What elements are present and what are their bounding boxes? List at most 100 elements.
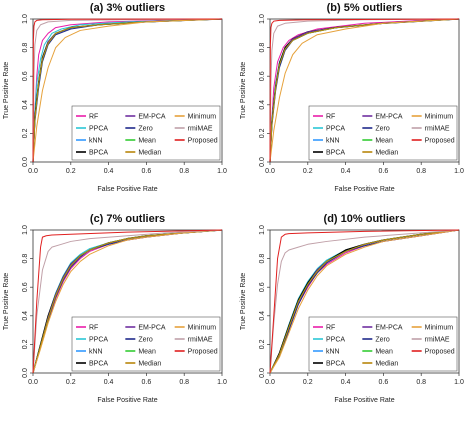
legend-box [71,105,221,161]
x-tick-label: 0.8 [416,168,426,175]
legend-box [71,316,221,372]
legend-label: Zero [375,337,390,344]
series-line-median [269,229,460,374]
legend-label: RF [326,325,335,332]
series-line-proposed [269,229,460,374]
y-tick-label: 1.0 [259,225,266,235]
roc-chart-a: (a) 3% outliers 0.0 0.2 0.4 0.6 0.8 1.0 0.0 0.2 0… [3,2,227,193]
y-tick-label: 1.0 [22,225,29,235]
legend-label: Median [138,361,161,368]
x-axis-label: False Positive Rate [97,186,157,193]
legend-label: BPCA [326,150,345,157]
legend-label: EM-PCA [138,325,166,332]
y-tick-label: 0.0 [22,157,29,167]
panel-a: (a) 3% outliers 0.0 0.2 0.4 0.6 0.8 1.0 0.0 0.2 0… [0,0,237,211]
x-tick-label: 0.2 [303,379,313,386]
panel-d: (d) 10% outliers 0.0 0.2 0.4 0.6 0.8 1.0 0.0 0.2… [237,211,474,422]
x-tick-label: 0.6 [142,168,152,175]
x-tick-label: 0.4 [104,379,114,386]
series-line-median [32,229,223,374]
y-tick-label: 1.0 [259,14,266,24]
chart-title: (c) 7% outliers [90,213,165,225]
series-line-rmimae [32,18,223,163]
legend-label: kNN [89,138,103,145]
x-axis-label: False Positive Rate [334,397,394,404]
y-axis-label: True Positive Rate [240,273,247,330]
series-line-minimum [32,229,223,374]
legend-label: rmiMAE [425,337,450,344]
y-tick-label: 0.6 [259,71,266,81]
legend-label: Zero [138,126,153,133]
legend-label: RF [326,114,335,121]
y-tick-label: 0.2 [259,339,266,349]
y-tick-label: 0.6 [22,71,29,81]
series-line-median [269,18,460,163]
x-tick-label: 0.4 [104,168,114,175]
series-line-proposed [32,229,223,374]
legend-box [308,316,458,372]
legend-label: Mean [138,138,156,145]
series-line-ppca [32,18,223,163]
legend-label: rmiMAE [188,126,213,133]
legend-label: RF [89,325,98,332]
x-axis-label: False Positive Rate [334,186,394,193]
series-line-minimum [32,18,223,163]
series-line-rmimae [269,229,460,374]
series-line-rmimae [269,18,460,163]
x-tick-label: 0.8 [179,168,189,175]
x-tick-label: 1.0 [217,168,227,175]
legend-label: Zero [138,337,153,344]
panel-c: (c) 7% outliers 0.0 0.2 0.4 0.6 0.8 1.0 0.0 0.2 0… [0,211,237,422]
legend-label: kNN [326,349,340,356]
y-axis-label: True Positive Rate [3,62,10,119]
legend-box [308,105,458,161]
series-line-minimum [269,229,460,374]
y-axis-label: True Positive Rate [240,62,247,119]
x-tick-label: 0.0 [265,379,275,386]
chart-title: (a) 3% outliers [90,2,165,14]
legend-label: BPCA [326,361,345,368]
legend-label: Minimum [188,114,217,121]
y-tick-label: 0.4 [259,100,266,110]
legend-label: EM-PCA [375,114,403,121]
x-tick-label: 0.2 [303,168,313,175]
legend-label: Zero [375,126,390,133]
legend-label: Proposed [425,349,455,356]
y-tick-label: 0.2 [22,128,29,138]
legend-label: kNN [89,349,103,356]
x-tick-label: 0.8 [416,379,426,386]
y-tick-label: 0.2 [259,128,266,138]
y-tick-label: 0.4 [22,100,29,110]
legend-label: Minimum [188,325,217,332]
y-tick-label: 1.0 [22,14,29,24]
chart-title: (b) 5% outliers [327,2,403,14]
legend-label: BPCA [89,150,108,157]
y-tick-label: 0.0 [259,157,266,167]
x-tick-label: 0.2 [66,168,76,175]
x-tick-label: 1.0 [217,379,227,386]
x-tick-label: 0.6 [142,379,152,386]
roc-chart-c: (c) 7% outliers 0.0 0.2 0.4 0.6 0.8 1.0 0.0 0.2 0… [3,213,227,404]
legend-label: Proposed [188,349,218,356]
y-tick-label: 0.8 [22,254,29,264]
legend-label: PPCA [326,337,345,344]
legend-label: PPCA [89,126,108,133]
legend-label: Proposed [188,138,218,145]
legend-label: Mean [138,349,156,356]
legend-label: Median [375,150,398,157]
legend-label: Proposed [425,138,455,145]
x-tick-label: 0.6 [379,379,389,386]
legend-label: PPCA [89,337,108,344]
chart-title: (d) 10% outliers [324,213,406,225]
x-tick-label: 0.4 [341,168,351,175]
x-tick-label: 1.0 [454,379,464,386]
roc-chart-b: (b) 5% outliers 0.0 0.2 0.4 0.6 0.8 1.0 0.0 0.2 0… [240,2,464,193]
series-line-rmimae [32,229,223,374]
y-tick-label: 0.8 [259,43,266,53]
roc-chart-d: (d) 10% outliers 0.0 0.2 0.4 0.6 0.8 1.0 0.0 0.2… [240,213,464,404]
y-tick-label: 0.8 [259,254,266,264]
y-tick-label: 0.0 [22,368,29,378]
plot-frame [32,229,223,374]
series-line-proposed [32,18,223,163]
